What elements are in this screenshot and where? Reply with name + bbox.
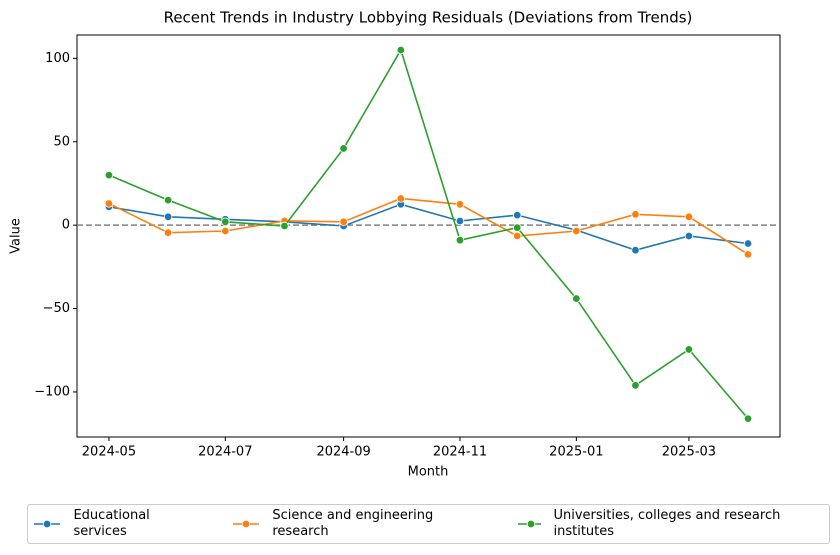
point	[513, 210, 522, 220]
x-tick-label: 2025-01	[549, 445, 603, 460]
point	[743, 414, 753, 423]
point	[163, 195, 173, 205]
y-tick-label: −100	[34, 384, 70, 399]
series-line	[108, 203, 749, 252]
chart: Recent Trends in Industry Lobbying Resid…	[9, 9, 781, 480]
legend-label: Science and engineering research	[272, 508, 434, 539]
point	[684, 231, 694, 241]
point	[684, 212, 694, 222]
series-line	[108, 197, 749, 256]
y-tick-label: 0	[62, 218, 70, 233]
x-tick-label: 2024-05	[82, 445, 136, 460]
legend-marker	[42, 519, 52, 529]
point	[396, 194, 406, 203]
point	[104, 199, 114, 208]
point	[339, 217, 348, 227]
legend-label: Educational services	[73, 508, 150, 539]
y-axis-label: Value	[9, 218, 24, 254]
x-tick-label: 2024-09	[316, 445, 370, 460]
point	[455, 235, 465, 245]
plot-frame	[76, 34, 781, 438]
point	[513, 231, 522, 241]
point	[631, 210, 640, 219]
point	[631, 245, 640, 255]
legend-item: Science and engineering research	[231, 508, 490, 540]
point	[163, 212, 173, 222]
point	[684, 345, 694, 354]
point	[104, 170, 114, 180]
point	[221, 226, 230, 236]
x-tick-label: 2025-03	[662, 445, 716, 460]
point	[163, 228, 173, 237]
point	[572, 294, 581, 303]
legend-icon	[232, 519, 259, 529]
point	[631, 381, 640, 390]
y-tick-label: 50	[53, 134, 70, 149]
legend-item: Universities, colleges and research inst…	[516, 508, 803, 540]
x-axis-label: Month	[408, 465, 449, 480]
point	[339, 144, 348, 153]
point	[280, 221, 289, 231]
chart-title: Recent Trends in Industry Lobbying Resid…	[164, 9, 693, 27]
series-line	[108, 48, 749, 420]
legend-item: Educational services	[32, 508, 205, 540]
point	[513, 223, 522, 232]
point	[572, 226, 581, 236]
y-tick-label: 100	[45, 51, 70, 66]
legend-icon	[517, 519, 542, 529]
point	[743, 239, 753, 248]
x-tick-label: 2024-11	[433, 445, 487, 460]
legend-label: Universities, colleges and research inst…	[553, 508, 781, 539]
y-tick-label: −50	[43, 301, 70, 316]
legend: Educational services Science and engineer…	[27, 504, 830, 544]
legend-marker	[241, 519, 251, 529]
point	[221, 217, 230, 227]
point	[455, 200, 465, 209]
point	[455, 216, 465, 226]
legend-marker	[526, 519, 536, 529]
point	[396, 45, 406, 55]
legend-icon	[34, 519, 60, 529]
x-tick-label: 2024-07	[198, 445, 252, 460]
point	[743, 250, 753, 259]
